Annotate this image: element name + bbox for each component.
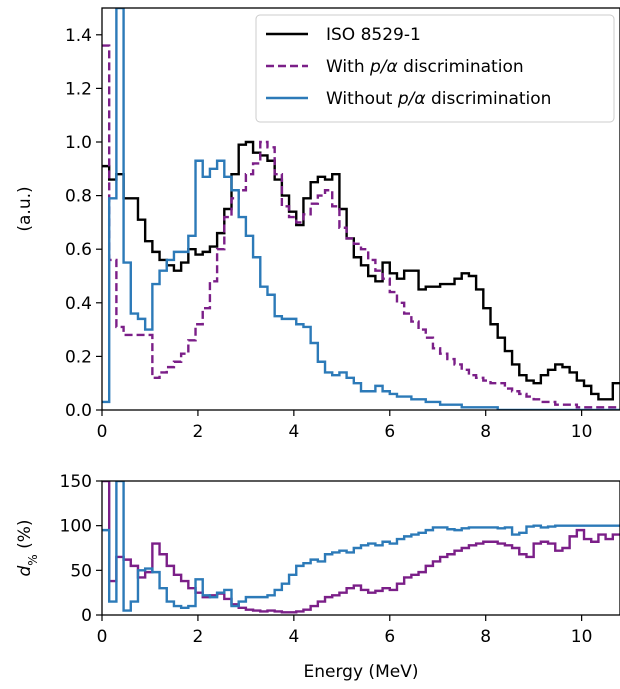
x-axis-label: Energy (MeV) — [304, 662, 419, 682]
x-tick-label: 0 — [97, 422, 108, 442]
y-tick-label: 1.4 — [65, 26, 92, 46]
series-line-with-p-discrimination — [102, 44, 620, 409]
series-line-without-p-discrimination — [102, 481, 620, 612]
y-tick-label: 0.0 — [65, 401, 92, 421]
y-tick-label: 0 — [81, 606, 92, 626]
series-group — [102, 8, 620, 410]
y-axis-label: d% (%) — [15, 519, 40, 576]
legend-label: ISO 8529-1 — [326, 25, 421, 45]
x-tick-label: 2 — [193, 627, 204, 647]
x-tick-label: 8 — [480, 422, 491, 442]
legend-label-prefix: With — [326, 57, 370, 77]
y-tick-label: 50 — [70, 561, 92, 581]
legend-label-suffix: discrimination — [398, 57, 524, 77]
legend-label-prefix: ISO 8529-1 — [326, 25, 421, 45]
y-axis-label-italic: d — [15, 566, 35, 577]
axes-frame — [101, 7, 620, 411]
x-tick-label: 2 — [193, 422, 204, 442]
x-tick-label: 4 — [288, 422, 299, 442]
legend-label-suffix: discrimination — [426, 89, 552, 109]
y-tick-label: 0.4 — [65, 294, 92, 314]
y-axis-label: (a.u.) — [15, 186, 35, 231]
y-axis-label-sub: % — [26, 554, 40, 565]
legend-label-italic: p/α — [369, 57, 398, 77]
x-tick-label: 10 — [571, 422, 593, 442]
y-tick-label: 1.2 — [65, 79, 92, 99]
series-line-without-p-discrimination — [102, 8, 620, 410]
series-group — [102, 481, 620, 614]
x-tick-label: 0 — [97, 627, 108, 647]
y-tick-label: 0.8 — [65, 187, 92, 207]
y-tick-label: 150 — [60, 472, 92, 492]
legend-label: With p/α discrimination — [326, 57, 524, 77]
x-tick-label: 10 — [571, 627, 593, 647]
y-tick-label: 100 — [60, 517, 92, 537]
x-tick-label: 8 — [480, 627, 491, 647]
y-tick-label: 0.6 — [65, 240, 92, 260]
y-tick-label: 0.2 — [65, 347, 92, 367]
spectrum-panel: 0 2 4 6 8 10 0.0 0.2 0.4 0.6 0.8 1.0 1.2 1.4 (a.u.) ISO… — [15, 7, 620, 442]
legend-box — [255, 14, 615, 123]
series-line-with-p-discrimination — [102, 481, 620, 614]
x-tick-label: 6 — [384, 422, 395, 442]
legend-label-italic: p/α — [397, 89, 426, 109]
axes-frame — [101, 480, 620, 616]
x-tick-label: 6 — [384, 627, 395, 647]
legend-label-prefix: Without — [326, 89, 398, 109]
y-tick-label: 1.0 — [65, 133, 92, 153]
legend-label: Without p/α discrimination — [326, 89, 551, 109]
y-axis-label-suffix: (%) — [15, 519, 35, 554]
x-tick-label: 4 — [288, 627, 299, 647]
